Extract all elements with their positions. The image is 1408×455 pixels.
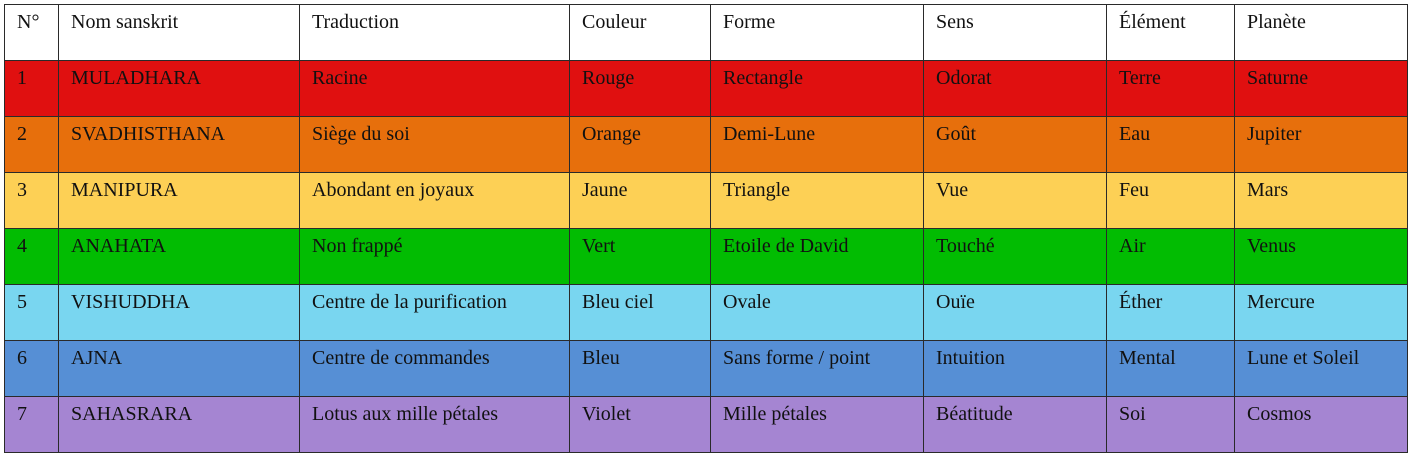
cell-color: Orange <box>569 116 711 173</box>
header-number: N° <box>4 4 59 61</box>
cell-sense: Touché <box>923 228 1107 285</box>
cell-shape: Ovale <box>710 284 924 341</box>
chakra-table: N° Nom sanskrit Traduction Couleur Forme… <box>4 4 1408 453</box>
cell-planet: Cosmos <box>1234 396 1408 453</box>
cell-sanskrit-name: ANAHATA <box>58 228 300 285</box>
cell-shape: Etoile de David <box>710 228 924 285</box>
cell-planet: Saturne <box>1234 60 1408 117</box>
table-row: 7 SAHASRARA Lotus aux mille pétales Viol… <box>4 396 1408 453</box>
cell-number: 6 <box>4 340 59 397</box>
header-planet: Planète <box>1234 4 1408 61</box>
cell-translation: Siège du soi <box>299 116 570 173</box>
cell-color: Bleu ciel <box>569 284 711 341</box>
cell-translation: Centre de la purification <box>299 284 570 341</box>
table-row: 6 AJNA Centre de commandes Bleu Sans for… <box>4 340 1408 397</box>
cell-sanskrit-name: SAHASRARA <box>58 396 300 453</box>
cell-sanskrit-name: MULADHARA <box>58 60 300 117</box>
cell-planet: Mars <box>1234 172 1408 229</box>
cell-shape: Rectangle <box>710 60 924 117</box>
cell-shape: Mille pétales <box>710 396 924 453</box>
cell-sense: Ouïe <box>923 284 1107 341</box>
cell-shape: Sans forme / point <box>710 340 924 397</box>
header-shape: Forme <box>710 4 924 61</box>
table-row: 3 MANIPURA Abondant en joyaux Jaune Tria… <box>4 172 1408 229</box>
table-row: 1 MULADHARA Racine Rouge Rectangle Odora… <box>4 60 1408 117</box>
cell-translation: Abondant en joyaux <box>299 172 570 229</box>
cell-number: 7 <box>4 396 59 453</box>
cell-sense: Odorat <box>923 60 1107 117</box>
cell-sense: Intuition <box>923 340 1107 397</box>
cell-element: Éther <box>1106 284 1235 341</box>
cell-translation: Lotus aux mille pétales <box>299 396 570 453</box>
cell-element: Feu <box>1106 172 1235 229</box>
cell-translation: Non frappé <box>299 228 570 285</box>
cell-number: 1 <box>4 60 59 117</box>
cell-element: Mental <box>1106 340 1235 397</box>
cell-translation: Racine <box>299 60 570 117</box>
cell-planet: Venus <box>1234 228 1408 285</box>
table-row: 2 SVADHISTHANA Siège du soi Orange Demi-… <box>4 116 1408 173</box>
cell-color: Rouge <box>569 60 711 117</box>
header-translation: Traduction <box>299 4 570 61</box>
header-sense: Sens <box>923 4 1107 61</box>
cell-sense: Vue <box>923 172 1107 229</box>
cell-number: 4 <box>4 228 59 285</box>
cell-planet: Jupiter <box>1234 116 1408 173</box>
table-row: 4 ANAHATA Non frappé Vert Etoile de Davi… <box>4 228 1408 285</box>
cell-color: Violet <box>569 396 711 453</box>
cell-sanskrit-name: SVADHISTHANA <box>58 116 300 173</box>
cell-number: 2 <box>4 116 59 173</box>
cell-sense: Béatitude <box>923 396 1107 453</box>
cell-planet: Mercure <box>1234 284 1408 341</box>
cell-sanskrit-name: MANIPURA <box>58 172 300 229</box>
cell-element: Eau <box>1106 116 1235 173</box>
cell-translation: Centre de commandes <box>299 340 570 397</box>
cell-element: Terre <box>1106 60 1235 117</box>
cell-color: Jaune <box>569 172 711 229</box>
header-element: Élément <box>1106 4 1235 61</box>
table-row: 5 VISHUDDHA Centre de la purification Bl… <box>4 284 1408 341</box>
cell-color: Vert <box>569 228 711 285</box>
header-row: N° Nom sanskrit Traduction Couleur Forme… <box>4 4 1408 61</box>
header-color: Couleur <box>569 4 711 61</box>
cell-sanskrit-name: VISHUDDHA <box>58 284 300 341</box>
cell-color: Bleu <box>569 340 711 397</box>
header-sanskrit-name: Nom sanskrit <box>58 4 300 61</box>
cell-number: 5 <box>4 284 59 341</box>
cell-sanskrit-name: AJNA <box>58 340 300 397</box>
cell-shape: Triangle <box>710 172 924 229</box>
cell-planet: Lune et Soleil <box>1234 340 1408 397</box>
cell-shape: Demi-Lune <box>710 116 924 173</box>
cell-sense: Goût <box>923 116 1107 173</box>
cell-number: 3 <box>4 172 59 229</box>
cell-element: Air <box>1106 228 1235 285</box>
cell-element: Soi <box>1106 396 1235 453</box>
